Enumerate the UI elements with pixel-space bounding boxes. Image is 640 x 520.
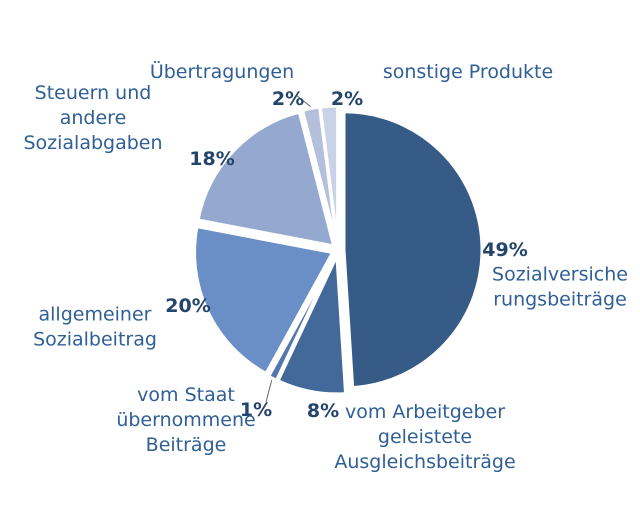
slice-value-label: 49%	[482, 239, 527, 261]
pie-slice	[196, 110, 336, 248]
pie-slice	[318, 104, 340, 245]
slice-value-label: 8%	[307, 400, 339, 422]
slice-value-label: 18%	[189, 148, 234, 170]
slice-value-label: 20%	[165, 295, 210, 317]
slice-category-label: allgemeiner Sozialbeitrag	[33, 304, 157, 351]
slice-value-label: 2%	[272, 88, 304, 110]
slice-value-label: 1%	[240, 399, 272, 421]
slice-value-label: 2%	[331, 88, 363, 110]
pie-slice	[266, 254, 337, 383]
slice-category-label: vom Arbeitgeber geleistete Ausgleichsbeitr…	[334, 401, 515, 473]
pie-slice	[276, 255, 348, 396]
slice-category-label: vom Staat übernommene Beiträge	[116, 384, 255, 456]
slice-category-label: Übertragungen	[150, 60, 294, 83]
slice-category-label: Sozialversiche rungsbeiträge	[492, 264, 628, 311]
slice-category-label: sonstige Produkte	[383, 61, 553, 83]
pie-slice	[193, 224, 335, 376]
leader-line	[265, 379, 273, 403]
pie-slice	[342, 110, 484, 390]
leader-line	[295, 94, 311, 107]
slice-category-label: Steuern und andere Sozialabgaben	[23, 82, 162, 154]
